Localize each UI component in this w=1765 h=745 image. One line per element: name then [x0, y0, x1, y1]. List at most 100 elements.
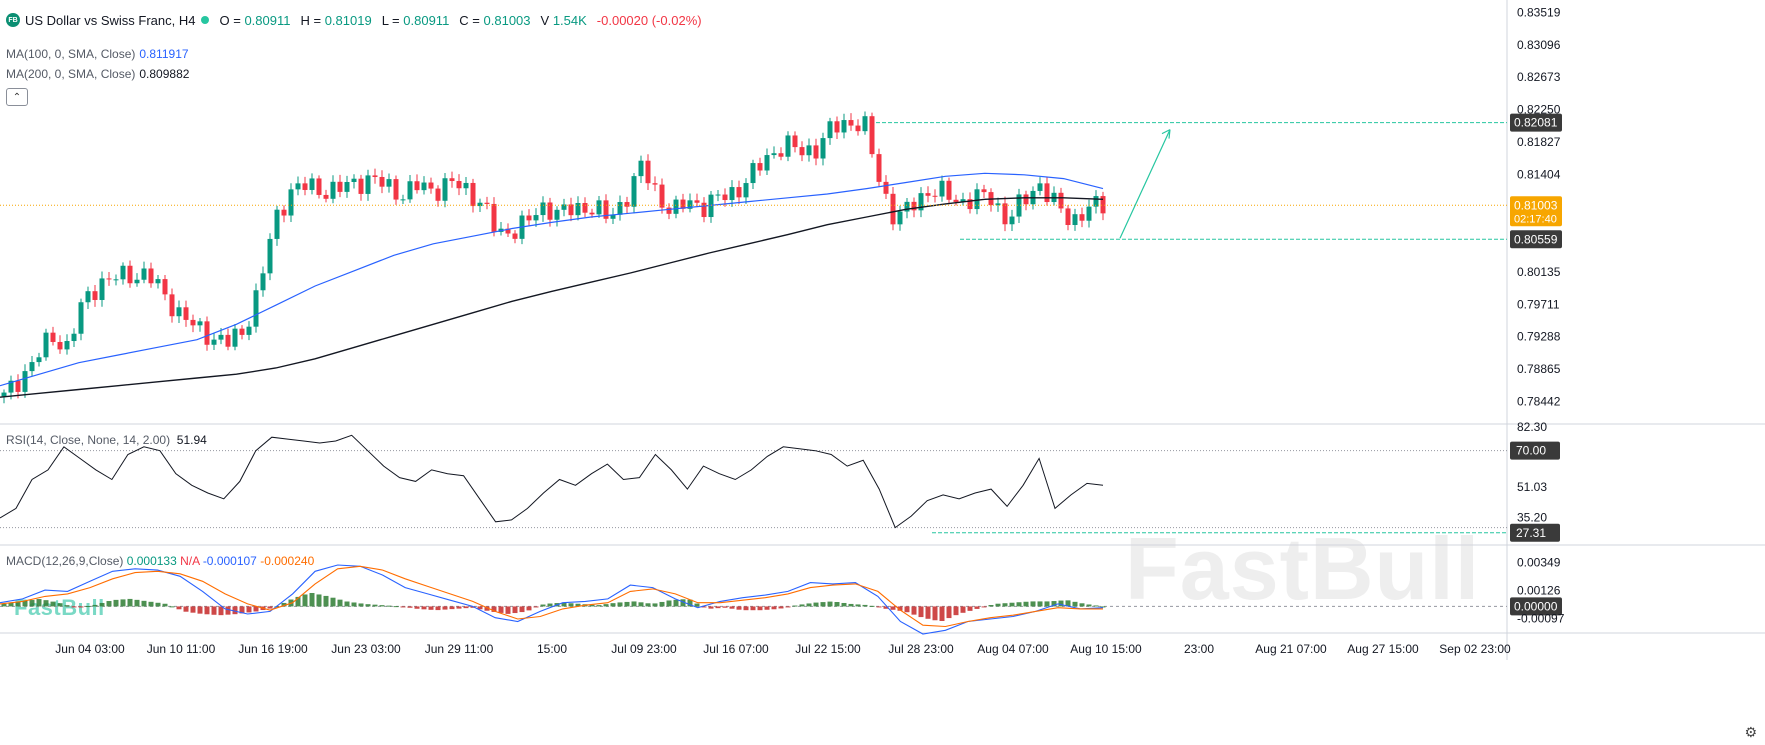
candle-body	[547, 202, 553, 220]
candle-body	[204, 321, 210, 345]
macd-histogram-bar	[1037, 601, 1043, 607]
candle-body	[484, 202, 490, 204]
price-tick-label: 0.82673	[1517, 70, 1561, 84]
macd-histogram-bar	[162, 603, 168, 607]
macd-histogram-bar	[281, 602, 287, 607]
macd-histogram-bar	[568, 603, 574, 607]
macd-histogram-bar	[988, 605, 994, 607]
time-tick-label: Jun 23 03:00	[331, 642, 401, 656]
candle-body	[687, 200, 693, 209]
macd-histogram-bar	[995, 603, 1001, 607]
macd-histogram-bar	[624, 601, 630, 607]
settings-gear-icon[interactable]: ⚙	[1744, 724, 1757, 740]
symbol-title[interactable]: US Dollar vs Swiss Franc, H4	[25, 12, 196, 28]
macd-histogram-bar	[316, 594, 322, 607]
macd-legend[interactable]: MACD(12,26,9,Close) 0.000133 N/A -0.0001…	[6, 554, 315, 568]
candle-body	[295, 183, 301, 190]
candle-body	[190, 319, 196, 326]
macd-histogram-bar	[477, 606, 483, 610]
ma200-legend[interactable]: MA(200, 0, SMA, Close) 0.809882	[6, 67, 190, 81]
candle-body	[274, 209, 280, 239]
price-tick-label: 0.81404	[1517, 168, 1561, 182]
candle-body	[316, 178, 322, 195]
macd-histogram-bar	[1065, 600, 1071, 607]
macd-histogram-bar	[1058, 600, 1064, 607]
macd-histogram-bar	[246, 606, 252, 613]
macd-histogram-bar	[512, 606, 518, 614]
macd-histogram-bar	[106, 601, 112, 607]
macd-histogram-bar	[225, 606, 231, 615]
candle-body	[57, 341, 63, 350]
macd-histogram-bar	[967, 606, 973, 611]
macd-histogram-bar	[666, 600, 672, 607]
macd-zero-tag-bg	[1510, 597, 1562, 616]
macd-histogram-bar	[813, 602, 819, 607]
macd-histogram-bar	[911, 606, 917, 615]
ma200-line	[0, 197, 1104, 398]
macd-histogram-bar	[918, 606, 924, 618]
candle-body	[218, 334, 224, 340]
macd-histogram-bar	[211, 606, 217, 615]
candle-body	[806, 145, 812, 156]
macd-histogram-bar	[533, 606, 539, 608]
resistance-price-tag-bg	[1510, 113, 1562, 132]
candle-body	[953, 199, 959, 202]
macd-histogram-bar	[323, 595, 329, 607]
macd-histogram-bar	[491, 606, 497, 612]
candle-body	[645, 160, 651, 184]
macd-histogram-bar	[680, 599, 686, 607]
candle-body	[141, 268, 147, 280]
macd-histogram-bar	[190, 606, 196, 613]
candle-body	[743, 183, 749, 198]
candle-body	[757, 163, 763, 171]
candle-body	[78, 302, 84, 334]
macd-histogram-bar	[764, 606, 770, 610]
rsi-tag-bg	[1510, 441, 1560, 460]
macd-histogram-bar	[92, 604, 98, 607]
candle-body	[897, 211, 903, 225]
candle-body	[841, 120, 847, 133]
candle-body	[694, 200, 700, 203]
candle-body	[267, 238, 273, 274]
macd-histogram-bar	[64, 605, 70, 607]
candle-body	[309, 178, 315, 190]
candle-body	[1072, 214, 1078, 226]
candle-body	[729, 187, 735, 201]
price-tick-label: 0.79288	[1517, 330, 1561, 344]
macd-histogram-bar	[435, 606, 441, 611]
rsi-legend[interactable]: RSI(14, Close, None, 14, 2.00) 51.94	[6, 433, 207, 447]
macd-histogram-bar	[1044, 601, 1050, 607]
macd-histogram-bar	[1002, 603, 1008, 607]
candle-body	[372, 175, 378, 177]
time-tick-label: Jun 04 03:00	[55, 642, 125, 656]
collapse-legend-button[interactable]: ⌃	[6, 88, 28, 106]
macd-histogram-bar	[932, 606, 938, 621]
macd-histogram-bar	[708, 606, 714, 609]
macd-histogram-bar	[1016, 602, 1022, 607]
candle-body	[92, 291, 98, 300]
macd-histogram-bar	[232, 606, 238, 615]
candle-body	[106, 278, 112, 280]
macd-histogram-bar	[806, 603, 812, 607]
candle-body	[813, 145, 819, 159]
candle-body	[792, 135, 798, 148]
time-tick-label: Aug 21 07:00	[1255, 642, 1327, 656]
candle-body	[1, 392, 7, 397]
macd-histogram-bar	[148, 601, 154, 607]
macd-histogram-bar	[456, 606, 462, 609]
candle-body	[239, 328, 245, 335]
macd-histogram-bar	[302, 594, 308, 607]
candle-body	[568, 204, 574, 216]
candle-body	[554, 209, 560, 220]
macd-histogram-bar	[337, 599, 343, 607]
ma100-legend[interactable]: MA(100, 0, SMA, Close) 0.811917	[6, 47, 189, 61]
candle-body	[176, 307, 182, 317]
candle-body	[232, 328, 238, 347]
candle-body	[85, 291, 91, 303]
candle-body	[1016, 194, 1022, 217]
candle-body	[582, 202, 588, 213]
macd-histogram-bar	[981, 606, 987, 608]
bar-countdown-timer: 02:17:40	[1514, 213, 1557, 225]
candle-body	[414, 181, 420, 191]
